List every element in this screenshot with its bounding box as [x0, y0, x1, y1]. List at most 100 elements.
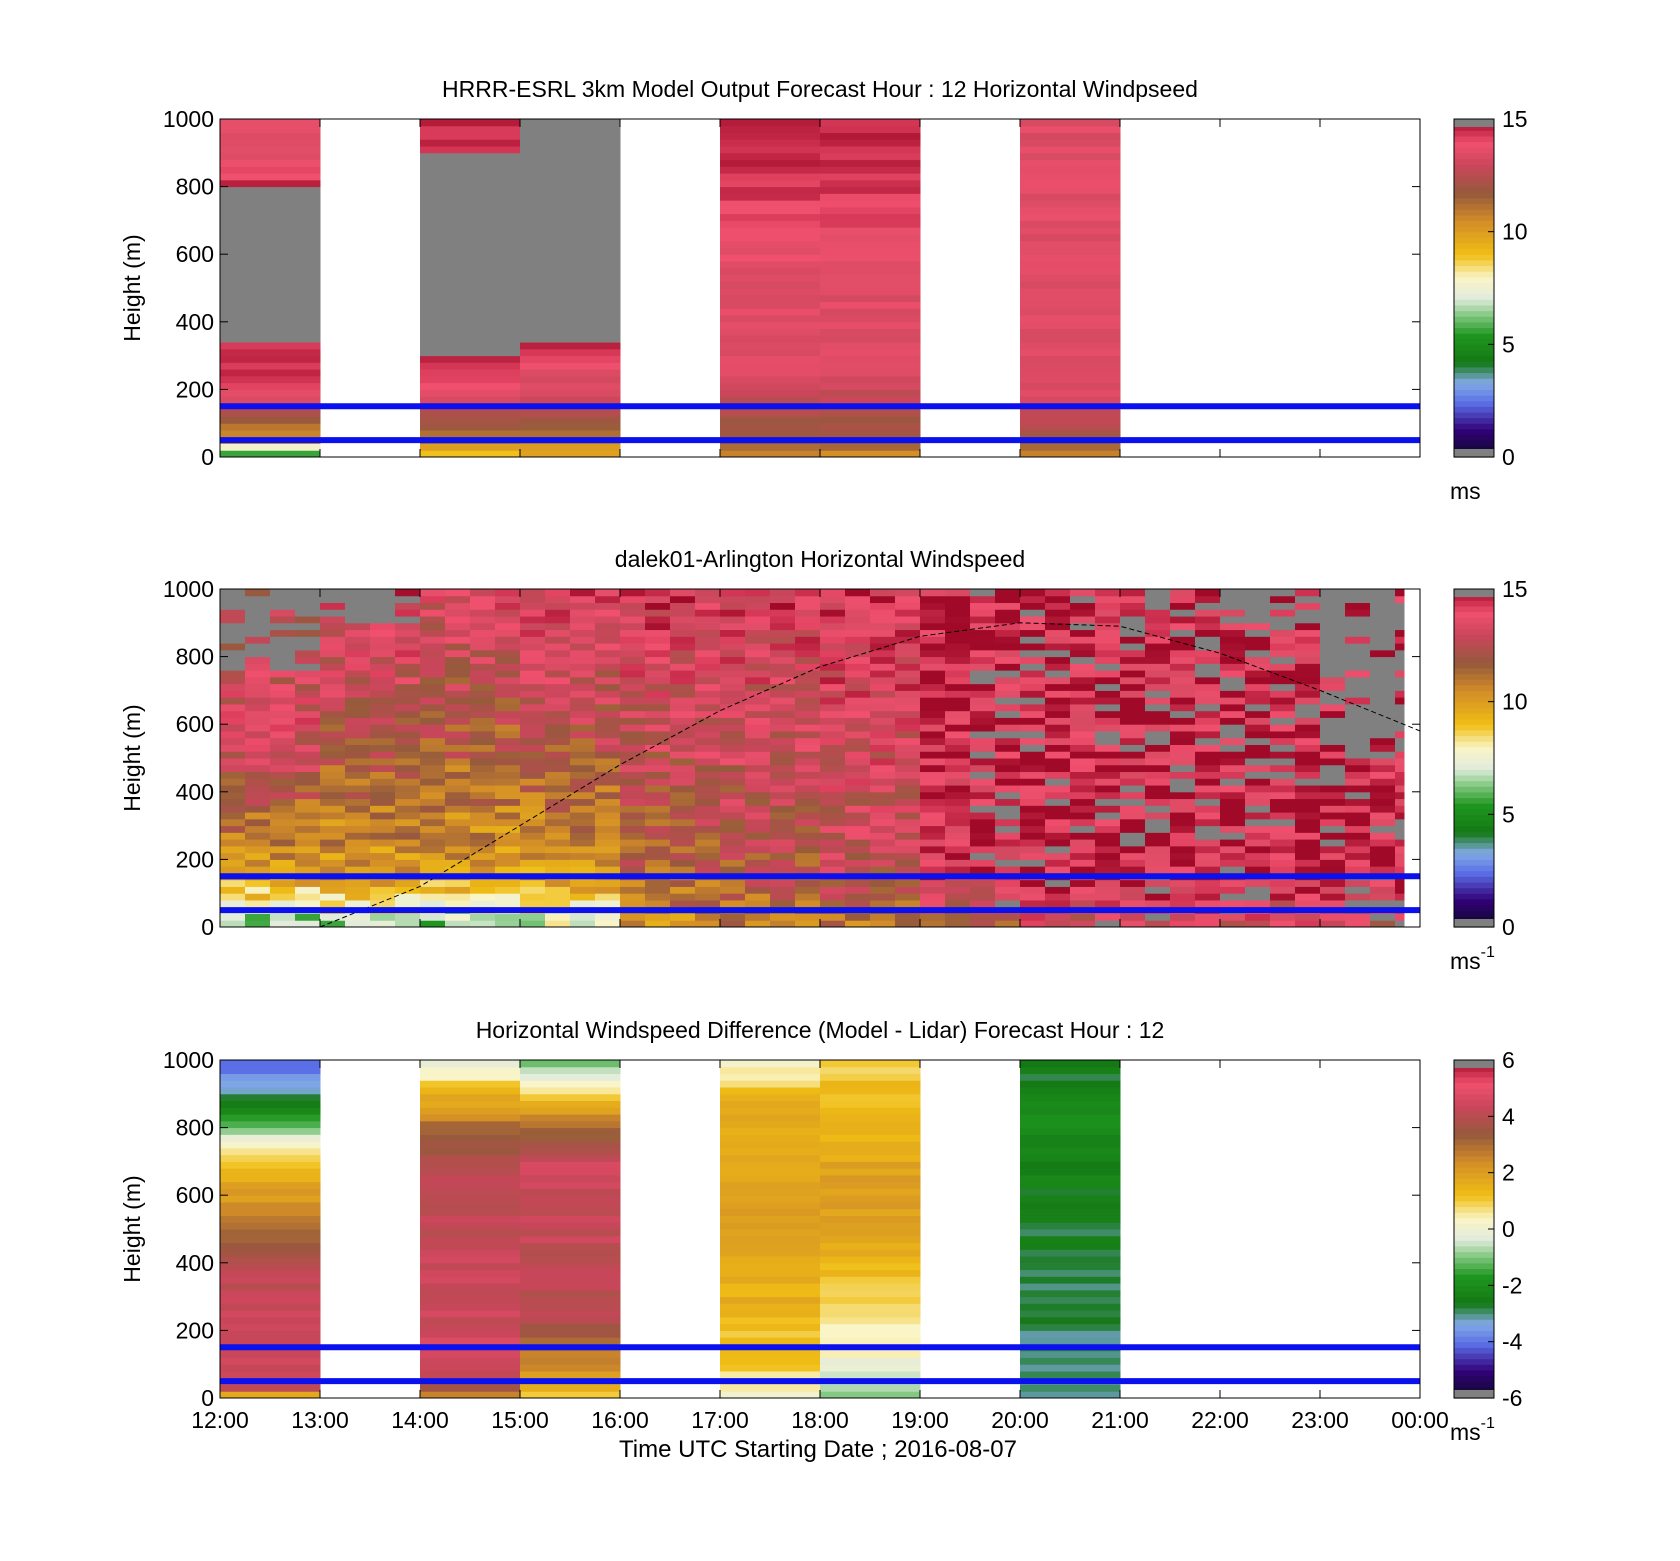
heatmap-cell — [870, 717, 896, 725]
heatmap-cell — [545, 589, 571, 597]
heatmap-cell — [645, 818, 671, 827]
colorbar-band — [1454, 226, 1494, 233]
heatmap-cell — [645, 649, 671, 658]
heatmap-cell — [720, 602, 746, 610]
heatmap-cell — [420, 1222, 521, 1230]
heatmap-cell — [795, 690, 821, 698]
x-tick-label: 14:00 — [391, 1407, 449, 1433]
heatmap-cell — [1070, 676, 1096, 685]
heatmap-cell — [720, 886, 746, 894]
colorbar-band — [1454, 1229, 1494, 1236]
heatmap-cell — [570, 703, 596, 712]
heatmap-cell — [520, 206, 621, 215]
heatmap-cell — [345, 852, 371, 860]
heatmap-cell — [320, 764, 346, 773]
heatmap-cell — [745, 920, 771, 928]
heatmap-cell — [470, 697, 496, 705]
heatmap-cell — [720, 649, 746, 658]
heatmap-cell — [770, 899, 796, 908]
heatmap-cell — [720, 1256, 821, 1264]
heatmap-cell — [1170, 602, 1196, 610]
heatmap-cell — [1370, 805, 1396, 813]
heatmap-cell — [1220, 649, 1246, 658]
heatmap-cell — [220, 1384, 321, 1392]
heatmap-cell — [770, 595, 796, 604]
heatmap-cell — [420, 301, 521, 309]
heatmap-cell — [470, 866, 496, 874]
heatmap-cell — [1120, 886, 1146, 894]
heatmap-cell — [845, 920, 871, 928]
heatmap-cell — [545, 771, 571, 779]
heatmap-cell — [1395, 622, 1405, 631]
heatmap-cell — [520, 260, 621, 269]
heatmap-cell — [445, 879, 471, 887]
heatmap-cell — [445, 676, 471, 685]
heatmap-cell — [720, 382, 821, 390]
heatmap-cell — [1170, 791, 1196, 800]
heatmap-cell — [720, 1310, 821, 1318]
heatmap-cell — [720, 1066, 821, 1075]
heatmap-cell — [1270, 602, 1296, 610]
heatmap-cell — [1070, 886, 1096, 894]
colorbar-band — [1454, 141, 1494, 148]
heatmap-cell — [820, 375, 921, 384]
colorbar-band — [1454, 1065, 1494, 1072]
heatmap-cell — [1020, 301, 1121, 309]
heatmap-cell — [1295, 758, 1321, 766]
heatmap-cell — [1020, 656, 1046, 664]
heatmap-cell — [570, 649, 596, 658]
heatmap-cell — [1345, 798, 1371, 806]
heatmap-cell — [995, 683, 1021, 691]
heatmap-cell — [395, 690, 421, 698]
heatmap-cell — [520, 656, 546, 664]
heatmap-cell — [420, 260, 521, 269]
heatmap-cell — [1370, 670, 1396, 678]
heatmap-cell — [320, 913, 346, 921]
heatmap-cell — [770, 825, 796, 833]
heatmap-cell — [495, 697, 521, 705]
heatmap-cell — [1020, 710, 1046, 718]
heatmap-cell — [670, 737, 696, 745]
heatmap-cell — [770, 798, 796, 806]
heatmap-cell — [945, 879, 971, 887]
colorbar-band — [1454, 282, 1494, 289]
heatmap-cell — [245, 690, 271, 698]
heatmap-cell — [1395, 825, 1405, 833]
heatmap-cell — [370, 791, 396, 800]
colorbar-band — [1454, 774, 1494, 782]
heatmap-cell — [745, 589, 771, 597]
heatmap-cell — [820, 119, 921, 127]
heatmap-cell — [1120, 859, 1146, 867]
heatmap-cell — [1120, 866, 1146, 874]
x-axis-label: Time UTC Starting Date ; 2016-08-07 — [619, 1436, 1017, 1463]
heatmap-cell — [870, 724, 896, 732]
heatmap-cell — [770, 845, 796, 854]
heatmap-cell — [420, 771, 446, 779]
heatmap-cell — [570, 737, 596, 745]
heatmap-cell — [1170, 913, 1196, 921]
heatmap-cell — [420, 335, 521, 343]
heatmap-cell — [670, 724, 696, 732]
heatmap-cell — [1120, 730, 1146, 739]
heatmap-cell — [1220, 751, 1246, 759]
heatmap-cell — [920, 899, 946, 908]
heatmap-cell — [520, 629, 546, 637]
heatmap-cell — [1345, 670, 1371, 678]
heatmap-cell — [670, 839, 696, 847]
heatmap-cell — [1270, 913, 1296, 921]
colorbar-band — [1454, 445, 1494, 452]
heatmap-cell — [1020, 1127, 1121, 1135]
heatmap-cell — [820, 369, 921, 377]
heatmap-cell — [895, 697, 921, 705]
heatmap-cell — [645, 670, 671, 678]
heatmap-cell — [220, 1370, 321, 1379]
heatmap-cell — [720, 233, 821, 242]
heatmap-cell — [820, 1208, 921, 1216]
heatmap-cell — [270, 812, 296, 820]
heatmap-cell — [895, 690, 921, 698]
heatmap-cell — [1195, 825, 1221, 833]
colorbar-band — [1454, 254, 1494, 261]
heatmap-cell — [845, 845, 871, 854]
heatmap-cell — [620, 866, 646, 874]
heatmap-cell — [645, 609, 671, 617]
